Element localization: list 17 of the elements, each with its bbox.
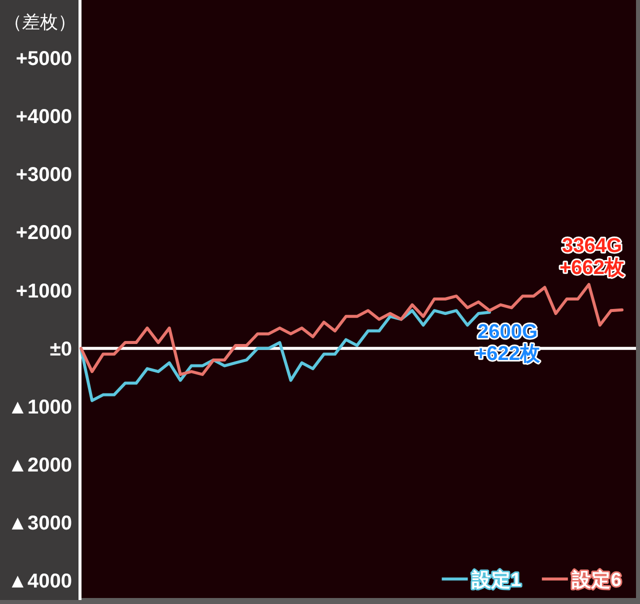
y-tick-label: ▲4000 — [8, 570, 72, 593]
legend-label: 設定6 — [570, 569, 622, 591]
legend-label: 設定1 — [470, 569, 522, 591]
y-tick-label: +2000 — [16, 222, 72, 244]
y-tick-label: ±0 — [50, 338, 72, 360]
y-tick-label: +1000 — [16, 280, 72, 302]
y-tick-label: ▲2000 — [8, 454, 72, 476]
annotation: 2600G +622枚 — [474, 321, 540, 366]
y-tick-label: +3000 — [16, 164, 72, 186]
annotation: 3364G +662枚 — [559, 234, 625, 279]
y-tick-label: +5000 — [16, 48, 72, 70]
y-axis-title: （差枚） — [4, 12, 76, 32]
legend-item: 設定1 — [442, 570, 522, 591]
y-tick-label: ▲3000 — [8, 512, 72, 535]
legend-item: 設定6 — [542, 570, 622, 591]
y-tick-label: ▲1000 — [8, 396, 72, 418]
y-tick-label: +4000 — [16, 106, 72, 128]
